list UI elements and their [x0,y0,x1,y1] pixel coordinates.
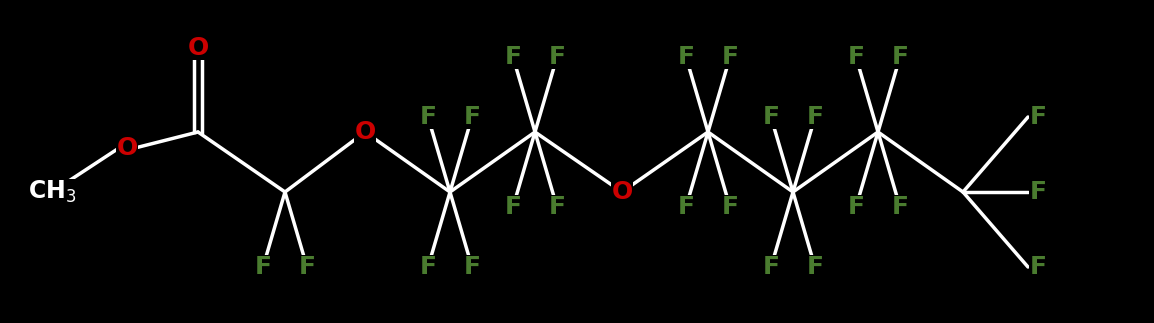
Text: O: O [187,36,209,60]
Text: F: F [677,195,695,219]
Text: F: F [255,255,271,279]
Text: F: F [721,195,739,219]
Text: F: F [892,45,908,69]
Text: F: F [548,195,565,219]
Text: F: F [847,45,864,69]
Text: F: F [1029,180,1047,204]
Text: F: F [420,255,436,279]
Text: F: F [420,105,436,129]
Text: F: F [464,255,480,279]
Text: F: F [677,45,695,69]
Text: F: F [721,45,739,69]
Text: F: F [847,195,864,219]
Text: F: F [1029,255,1047,279]
Text: F: F [807,105,824,129]
Text: F: F [504,195,522,219]
Text: F: F [464,105,480,129]
Text: F: F [504,45,522,69]
Text: O: O [117,136,137,160]
Text: F: F [299,255,315,279]
Text: F: F [763,255,779,279]
Text: O: O [354,120,375,144]
Text: O: O [612,180,632,204]
Text: CH$_3$: CH$_3$ [28,179,76,205]
Text: F: F [1029,105,1047,129]
Text: F: F [892,195,908,219]
Text: F: F [807,255,824,279]
Text: F: F [763,105,779,129]
Text: F: F [548,45,565,69]
